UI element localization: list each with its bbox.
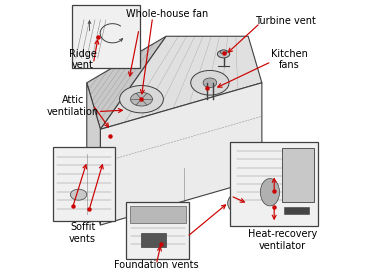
FancyBboxPatch shape — [72, 5, 140, 68]
FancyBboxPatch shape — [141, 233, 167, 247]
Ellipse shape — [203, 78, 217, 87]
Text: Soffit
vents: Soffit vents — [69, 222, 96, 244]
Ellipse shape — [191, 70, 229, 95]
Ellipse shape — [130, 92, 152, 106]
Text: Ridge
vent: Ridge vent — [69, 49, 97, 70]
Ellipse shape — [217, 50, 230, 58]
Polygon shape — [100, 36, 262, 129]
Polygon shape — [87, 36, 166, 129]
FancyBboxPatch shape — [126, 202, 190, 259]
FancyBboxPatch shape — [284, 207, 309, 214]
Ellipse shape — [220, 50, 227, 54]
Text: Whole-house fan: Whole-house fan — [126, 9, 209, 19]
Text: Kitchen
fans: Kitchen fans — [271, 49, 308, 70]
FancyBboxPatch shape — [282, 148, 314, 202]
Text: Foundation vents: Foundation vents — [114, 260, 199, 270]
Text: Turbine vent: Turbine vent — [255, 16, 315, 26]
Text: Attic
ventilation: Attic ventilation — [47, 95, 99, 117]
Ellipse shape — [228, 194, 247, 213]
Ellipse shape — [70, 189, 87, 200]
Ellipse shape — [120, 86, 164, 113]
Polygon shape — [100, 83, 262, 225]
Ellipse shape — [260, 178, 279, 206]
FancyBboxPatch shape — [230, 142, 318, 226]
Text: Heat-recovery
ventilator: Heat-recovery ventilator — [248, 229, 317, 251]
FancyBboxPatch shape — [130, 206, 185, 222]
Polygon shape — [87, 83, 100, 225]
FancyBboxPatch shape — [53, 147, 115, 221]
